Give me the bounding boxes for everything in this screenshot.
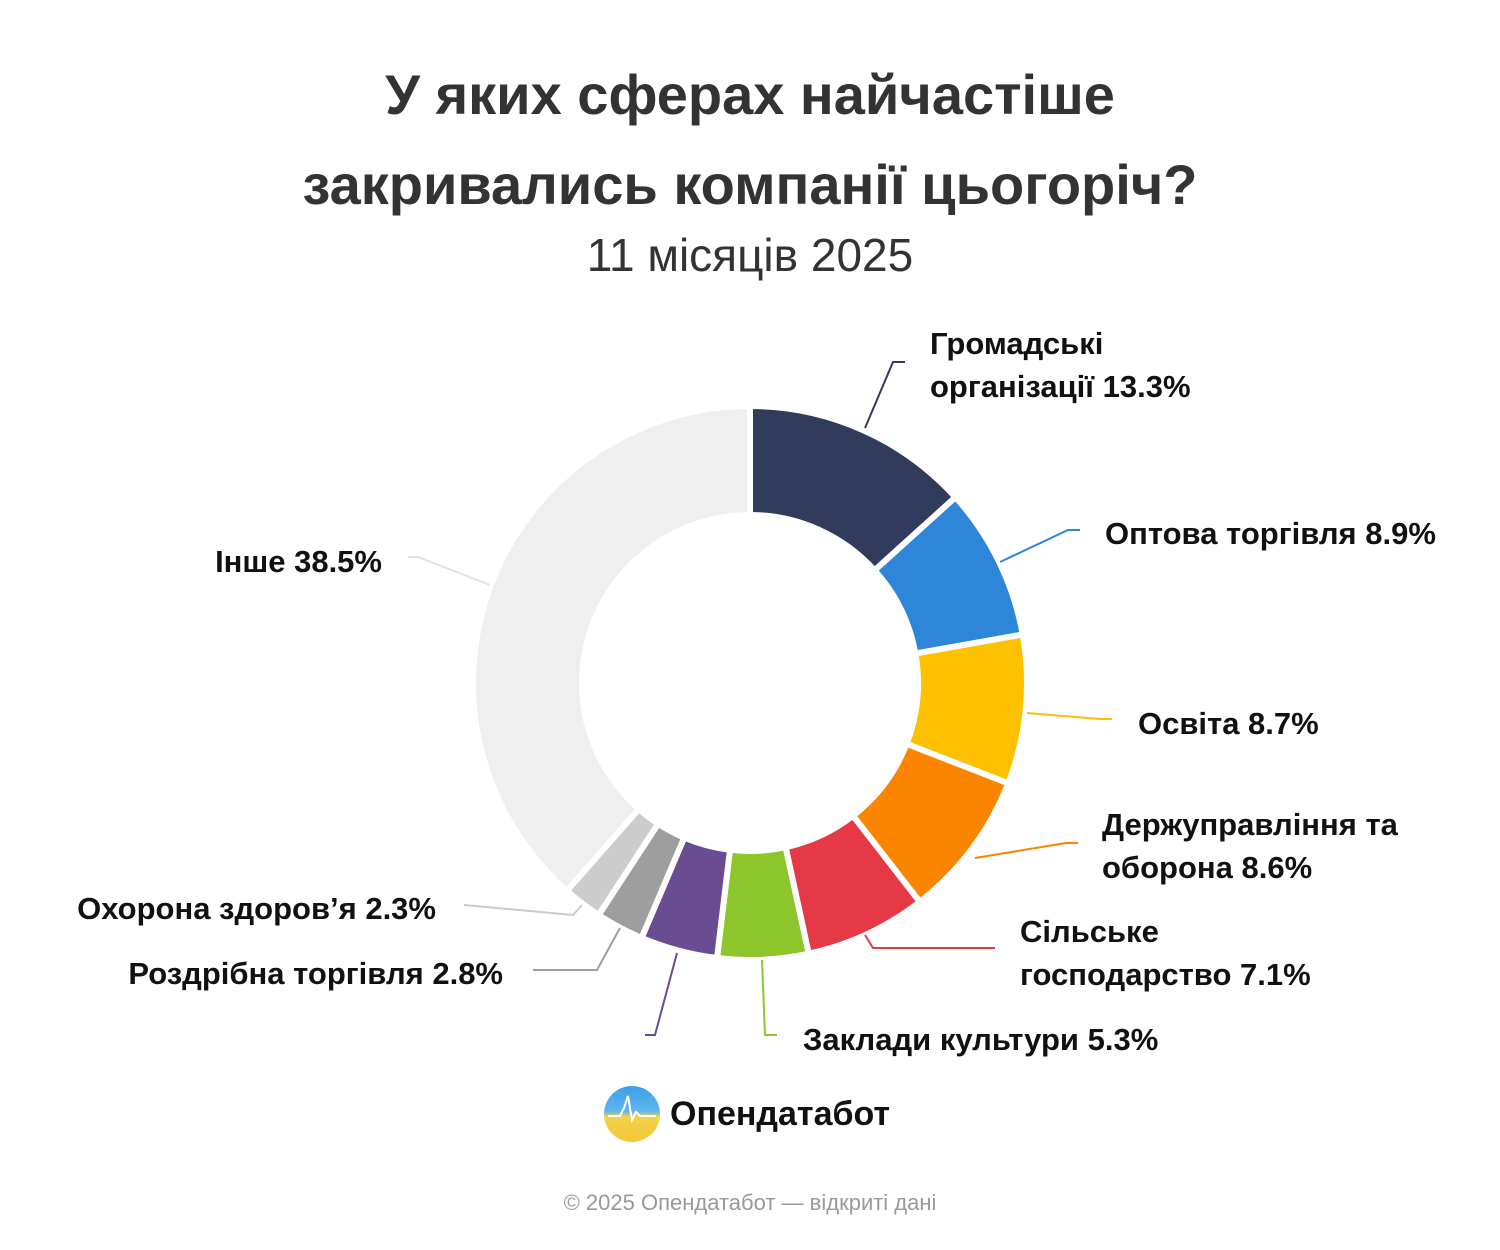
leader-line bbox=[533, 927, 621, 971]
leader-line bbox=[864, 361, 905, 429]
slice-label-line: Громадські bbox=[930, 326, 1104, 361]
footer-copyright: © 2025 Опендатабот — відкриті дані bbox=[563, 1190, 937, 1215]
leader-line bbox=[761, 959, 777, 1036]
leader-line bbox=[999, 529, 1080, 563]
chart-title-line-1: У яких сферах найчастіше bbox=[385, 63, 1115, 126]
leader-line bbox=[974, 842, 1078, 859]
slice-label-line: Охорона здоров’я 2.3% bbox=[77, 891, 436, 926]
slice-label: Охорона здоров’я 2.3% bbox=[77, 887, 436, 930]
slice-label-line: організації 13.3% bbox=[930, 369, 1191, 404]
chart-title-line-2: закривались компанії цьогоріч? bbox=[302, 153, 1198, 216]
leader-line bbox=[645, 952, 678, 1036]
slice-label: Заклади культури 5.3% bbox=[803, 1018, 1158, 1061]
brand: Опендатабот bbox=[604, 1086, 890, 1142]
leader-line bbox=[463, 904, 583, 917]
leader-line bbox=[408, 556, 491, 586]
slice-label-line: Оптова торгівля 8.9% bbox=[1105, 516, 1436, 551]
opendatabot-logo-icon bbox=[604, 1086, 660, 1142]
brand-name: Опендатабот bbox=[670, 1094, 891, 1133]
slice-label-line: Заклади культури 5.3% bbox=[803, 1022, 1159, 1057]
slice-label: Держуправління та оборона 8.6% bbox=[1102, 803, 1398, 889]
slice-label-line: Роздрібна торгівля 2.8% bbox=[128, 956, 503, 991]
leader-line bbox=[1026, 712, 1112, 720]
leader-line bbox=[864, 934, 995, 949]
slice-label-line: Сільське bbox=[1020, 914, 1159, 949]
slice-label: Сільське господарство 7.1% bbox=[1020, 910, 1311, 996]
slice-label: Громадські організації 13.3% bbox=[930, 322, 1191, 408]
slice-label-line: господарство 7.1% bbox=[1020, 957, 1311, 992]
slice-label: Роздрібна торгівля 2.8% bbox=[128, 952, 503, 995]
slice-label: Освіта 8.7% bbox=[1138, 702, 1319, 745]
slice-label-line: Освіта 8.7% bbox=[1138, 706, 1319, 741]
slice-label-line: Держуправління та bbox=[1102, 807, 1398, 842]
donut-slice bbox=[470, 403, 753, 894]
chart-subtitle: 11 місяців 2025 bbox=[586, 229, 914, 281]
slice-label: Оптова торгівля 8.9% bbox=[1105, 512, 1436, 555]
slice-label: Інше 38.5% bbox=[215, 540, 382, 583]
slice-label-line: оборона 8.6% bbox=[1102, 850, 1313, 885]
slice-label-line: Інше 38.5% bbox=[215, 544, 382, 579]
